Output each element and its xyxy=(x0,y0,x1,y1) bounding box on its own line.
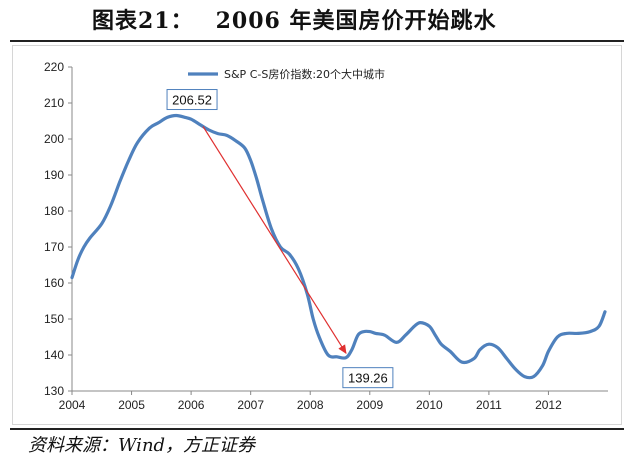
y-tick-label: 160 xyxy=(44,276,64,290)
peak-value-label: 206.52 xyxy=(172,93,212,108)
x-tick-label: 2008 xyxy=(297,398,324,412)
series-lines xyxy=(70,113,607,380)
source-note: 资料来源：Wind，方正证券 xyxy=(28,435,256,456)
drop-arrow xyxy=(202,126,347,355)
y-tick-label: 200 xyxy=(44,132,64,146)
legend: S&P C-S房价指数:20个大中城市 xyxy=(188,67,385,81)
annotations: 206.52 139.26 xyxy=(166,89,394,389)
top-rule xyxy=(10,40,624,42)
axes xyxy=(71,67,608,392)
x-tick-label: 2011 xyxy=(476,398,502,412)
trough-value-label: 139.26 xyxy=(348,371,388,386)
y-tick-label: 190 xyxy=(44,168,64,182)
x-tick-label: 2006 xyxy=(178,398,205,412)
y-tick-label: 170 xyxy=(44,240,64,254)
bottom-rule xyxy=(10,428,624,430)
x-axis-ticks: 2004 2005 2006 2007 2008 2009 2010 2011 2012 xyxy=(59,391,562,412)
chart-frame xyxy=(12,45,622,425)
figure-number: 图表21： xyxy=(92,8,194,34)
y-axis-ticks: 130 140 150 160 170 180 190 200 210 220 xyxy=(44,60,72,398)
y-tick-label: 220 xyxy=(44,60,64,74)
y-tick-label: 140 xyxy=(44,348,64,362)
x-tick-label: 2004 xyxy=(59,398,86,412)
trough-callout-box xyxy=(342,367,394,389)
legend-label: S&P C-S房价指数:20个大中城市 xyxy=(224,67,385,81)
x-tick-label: 2010 xyxy=(416,398,443,412)
peak-callout-box xyxy=(166,89,218,111)
y-tick-label: 210 xyxy=(44,96,64,110)
y-tick-label: 150 xyxy=(44,312,64,326)
figure-title: 图表21： 2006 年美国房价开始跳水 xyxy=(0,0,634,38)
y-tick-label: 130 xyxy=(44,384,64,398)
x-tick-label: 2009 xyxy=(356,398,383,412)
series-line xyxy=(70,113,607,380)
x-tick-label: 2012 xyxy=(535,398,562,412)
y-tick-label: 180 xyxy=(44,204,64,218)
x-tick-label: 2007 xyxy=(237,398,264,412)
figure-title-text: 2006 年美国房价开始跳水 xyxy=(215,8,497,34)
x-tick-label: 2005 xyxy=(118,398,145,412)
